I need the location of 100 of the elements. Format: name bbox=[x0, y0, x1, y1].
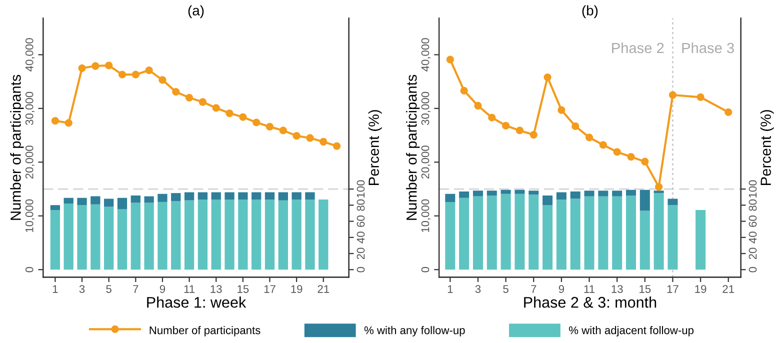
x-tick-label: 3 bbox=[475, 285, 481, 293]
x-tick-label: 1 bbox=[448, 285, 453, 293]
x-tick-label: 21 bbox=[318, 285, 330, 293]
bar bbox=[472, 190, 483, 196]
x-tick-label: 21 bbox=[722, 285, 734, 293]
point bbox=[724, 108, 732, 116]
point bbox=[252, 118, 260, 126]
bar bbox=[668, 198, 678, 206]
bar bbox=[640, 190, 650, 211]
point bbox=[654, 183, 663, 191]
point bbox=[292, 132, 300, 140]
y2-tick-label: 0 bbox=[748, 266, 757, 272]
bar bbox=[144, 196, 154, 203]
point bbox=[696, 93, 704, 101]
bar bbox=[211, 192, 221, 200]
bar bbox=[184, 192, 194, 200]
bar bbox=[305, 200, 315, 270]
point bbox=[185, 94, 194, 102]
x-tick-label: 7 bbox=[133, 285, 138, 293]
bar bbox=[570, 191, 580, 199]
bar bbox=[292, 192, 302, 200]
bar bbox=[158, 202, 168, 270]
point bbox=[306, 134, 314, 142]
point bbox=[460, 86, 468, 95]
bar bbox=[104, 206, 114, 270]
bar bbox=[542, 195, 553, 206]
bar bbox=[211, 200, 221, 270]
bar bbox=[584, 190, 594, 196]
y-tick-label: 10,000 bbox=[421, 199, 431, 232]
annotation: Phase 2 bbox=[612, 42, 664, 54]
bar bbox=[224, 200, 234, 270]
bar bbox=[90, 196, 100, 204]
bar bbox=[514, 190, 525, 194]
bar bbox=[598, 196, 608, 270]
x-axis-title: Phase 1: week bbox=[147, 296, 246, 308]
y2-axis-title: Percent (%) bbox=[760, 110, 774, 185]
bar bbox=[117, 198, 128, 210]
bar bbox=[528, 190, 539, 195]
y2-tick-label: 40 bbox=[748, 232, 757, 244]
bar bbox=[626, 190, 636, 196]
x-tick-label: 19 bbox=[695, 285, 706, 293]
bar bbox=[612, 196, 622, 270]
x-axis-title: Phase 2 & 3: month bbox=[524, 296, 656, 308]
y2-tick-label: 20 bbox=[356, 248, 365, 260]
bar bbox=[104, 198, 114, 207]
bar bbox=[598, 190, 608, 196]
bar bbox=[278, 192, 288, 200]
bar bbox=[90, 204, 100, 270]
bar bbox=[668, 205, 678, 270]
legend-label: Number of participants bbox=[150, 326, 260, 336]
bar bbox=[130, 195, 140, 203]
point bbox=[488, 114, 496, 122]
point bbox=[105, 62, 113, 70]
bar bbox=[514, 194, 525, 270]
y2-tick-label: 0 bbox=[356, 266, 365, 272]
bar bbox=[528, 194, 539, 270]
bar bbox=[77, 198, 87, 206]
point bbox=[544, 73, 552, 82]
x-tick-label: 15 bbox=[238, 285, 249, 293]
point bbox=[158, 76, 166, 84]
point bbox=[118, 70, 126, 78]
bar bbox=[264, 200, 275, 270]
bar bbox=[252, 200, 262, 270]
x-tick-label: 17 bbox=[667, 285, 678, 293]
bar bbox=[486, 195, 497, 270]
bar bbox=[144, 202, 154, 270]
bar bbox=[654, 193, 664, 270]
x-tick-label: 11 bbox=[184, 285, 195, 293]
bar bbox=[305, 192, 315, 200]
point bbox=[668, 91, 677, 99]
point bbox=[64, 119, 72, 127]
y2-tick-label: 100 bbox=[748, 180, 757, 198]
point bbox=[172, 88, 180, 96]
bar bbox=[130, 202, 140, 270]
y-tick-label: 40,000 bbox=[25, 38, 35, 72]
point bbox=[320, 138, 328, 146]
y-tick-label: 30,000 bbox=[421, 92, 431, 126]
x-tick-label: 15 bbox=[640, 285, 651, 293]
bar bbox=[556, 200, 566, 270]
point bbox=[530, 130, 538, 139]
point bbox=[145, 66, 153, 74]
legend-label: % with adjacent follow-up bbox=[569, 326, 694, 336]
y2-tick-label: 80 bbox=[748, 199, 757, 211]
annotation: Phase 3 bbox=[682, 42, 734, 54]
point bbox=[239, 113, 247, 121]
bar bbox=[500, 190, 511, 194]
y-tick-label: 20,000 bbox=[421, 146, 431, 179]
bar bbox=[570, 198, 580, 270]
y-tick-label: 20,000 bbox=[25, 146, 35, 179]
bar bbox=[584, 196, 594, 270]
y-axis-title: Number of participants bbox=[406, 74, 420, 220]
bar bbox=[171, 193, 181, 202]
bar bbox=[198, 192, 208, 200]
x-tick-label: 11 bbox=[584, 285, 594, 293]
bar bbox=[278, 200, 288, 270]
x-tick-label: 5 bbox=[503, 285, 508, 293]
point bbox=[226, 109, 234, 118]
bar bbox=[640, 210, 650, 270]
y2-tick-label: 40 bbox=[356, 232, 365, 244]
y-tick-label: 10,000 bbox=[25, 199, 35, 232]
